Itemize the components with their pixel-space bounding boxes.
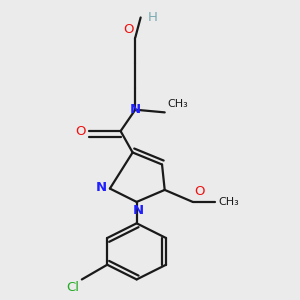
Text: O: O (194, 185, 205, 198)
Text: O: O (75, 124, 86, 138)
Text: H: H (147, 11, 157, 24)
Text: CH₃: CH₃ (218, 197, 239, 207)
Text: CH₃: CH₃ (167, 99, 188, 109)
Text: O: O (124, 23, 134, 36)
Text: N: N (96, 181, 107, 194)
Text: N: N (132, 204, 143, 217)
Text: N: N (130, 103, 141, 116)
Text: Cl: Cl (66, 281, 79, 294)
